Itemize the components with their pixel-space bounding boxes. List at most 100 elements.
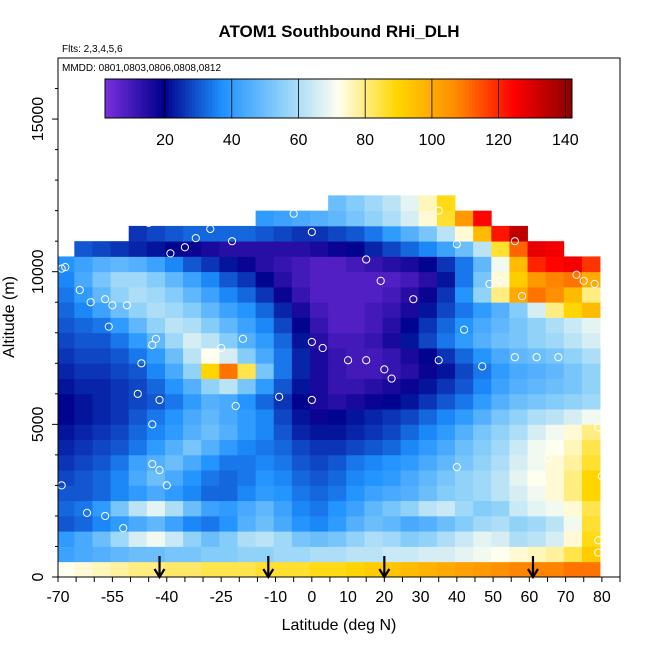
colorbar-swatch <box>271 79 276 118</box>
x-tick-label: 10 <box>339 589 357 606</box>
heatmap-cell <box>255 409 275 425</box>
heatmap-cell <box>110 546 130 563</box>
colorbar-swatch <box>551 79 556 118</box>
heatmap-cell <box>436 531 456 547</box>
heatmap-cell <box>183 454 202 471</box>
heatmap-cell <box>400 393 420 410</box>
heatmap-cell <box>346 485 365 502</box>
heatmap-cell <box>382 225 402 242</box>
heatmap-cell <box>74 485 93 502</box>
heatmap-cell <box>382 485 402 502</box>
heatmap-cell <box>201 531 220 547</box>
heatmap-cell <box>183 378 202 395</box>
heatmap-cell <box>364 286 383 303</box>
sample-point <box>137 359 146 368</box>
heatmap-cell <box>201 561 220 577</box>
heatmap-cell <box>309 302 329 318</box>
heatmap-cell <box>491 424 510 441</box>
heatmap-cell <box>491 332 510 349</box>
heatmap-cell <box>563 302 583 318</box>
heatmap-cell <box>291 531 311 547</box>
heatmap-cell <box>563 561 583 577</box>
heatmap-cell <box>92 332 111 349</box>
heatmap-cell <box>563 332 583 349</box>
heatmap-cell <box>418 546 438 563</box>
heatmap-cell <box>364 531 383 547</box>
sample-point <box>380 365 389 374</box>
heatmap-cell <box>418 256 438 273</box>
colorbar-swatch <box>141 79 146 118</box>
heatmap-cell <box>92 439 111 456</box>
heatmap-cell <box>382 271 402 288</box>
heatmap-cell <box>219 286 238 303</box>
colorbar-tick-label: 20 <box>156 132 174 149</box>
heatmap-cell <box>110 393 130 410</box>
colorbar-swatch <box>285 79 289 118</box>
heatmap-cell <box>328 271 347 288</box>
heatmap-cell <box>219 302 238 318</box>
colorbar-swatch <box>531 79 536 118</box>
sample-point <box>206 224 215 234</box>
heatmap-cell <box>400 225 420 242</box>
heatmap-cell <box>346 195 365 212</box>
heatmap-cell <box>237 348 257 364</box>
heatmap-cell <box>110 515 130 532</box>
colorbar-swatch <box>161 79 166 118</box>
heatmap-cell <box>291 454 311 471</box>
heatmap-cell <box>473 256 492 273</box>
sample-point <box>162 481 171 490</box>
heatmap-cell <box>164 378 184 395</box>
heatmap-cell <box>291 515 311 532</box>
heatmap-cell <box>436 470 456 486</box>
heatmap-cell <box>309 424 329 441</box>
heatmap-cell <box>201 485 220 502</box>
colorbar-swatch <box>445 79 449 118</box>
heatmap-cell <box>164 500 184 517</box>
colorbar-swatch <box>365 79 369 118</box>
heatmap-cell <box>346 393 365 410</box>
heatmap-cell <box>219 439 238 456</box>
heatmap-cell <box>581 378 601 395</box>
heatmap-cell <box>74 409 93 425</box>
heatmap-cell <box>183 531 202 547</box>
colorbar-swatch <box>125 79 129 118</box>
heatmap-cell <box>328 225 347 242</box>
heatmap-cell <box>527 439 547 456</box>
heatmap-cell <box>146 256 166 273</box>
heatmap-cell <box>455 302 474 318</box>
heatmap-cell <box>273 454 293 471</box>
heatmap-cell <box>291 332 311 349</box>
heatmap-cell <box>201 454 220 471</box>
heatmap-cell <box>128 302 148 318</box>
heatmap-cell <box>346 546 365 563</box>
heatmap-cell <box>146 271 166 288</box>
heatmap-cell <box>128 271 148 288</box>
heatmap-cell <box>455 286 474 303</box>
heatmap-cell <box>309 363 329 379</box>
heatmap-cell <box>183 424 202 441</box>
heatmap-cell <box>219 454 238 471</box>
heatmap-cell <box>581 256 601 273</box>
heatmap-cell <box>436 348 456 364</box>
colorbar-swatch <box>548 79 553 118</box>
colorbar-swatch <box>375 79 379 118</box>
heatmap-cell <box>58 348 75 364</box>
colorbar-swatch <box>188 79 193 118</box>
heatmap-cell <box>273 286 293 303</box>
colorbar-swatch <box>315 79 319 118</box>
colorbar-swatch <box>481 79 486 118</box>
heatmap-cell <box>436 454 456 471</box>
heatmap-cell <box>58 500 75 517</box>
heatmap-cell <box>110 409 130 425</box>
heatmap-cell <box>255 271 275 288</box>
heatmap-cell <box>400 317 420 334</box>
heatmap-cell <box>491 515 510 532</box>
heatmap-cell <box>219 515 238 532</box>
colorbar-swatch <box>458 79 463 118</box>
heatmap-cell <box>146 378 166 395</box>
colorbar-tick-label: 100 <box>419 132 446 149</box>
colorbar-swatch <box>325 79 329 118</box>
heatmap-cell <box>255 317 275 334</box>
colorbar-swatch <box>411 79 416 118</box>
heatmap-cell <box>545 531 565 547</box>
